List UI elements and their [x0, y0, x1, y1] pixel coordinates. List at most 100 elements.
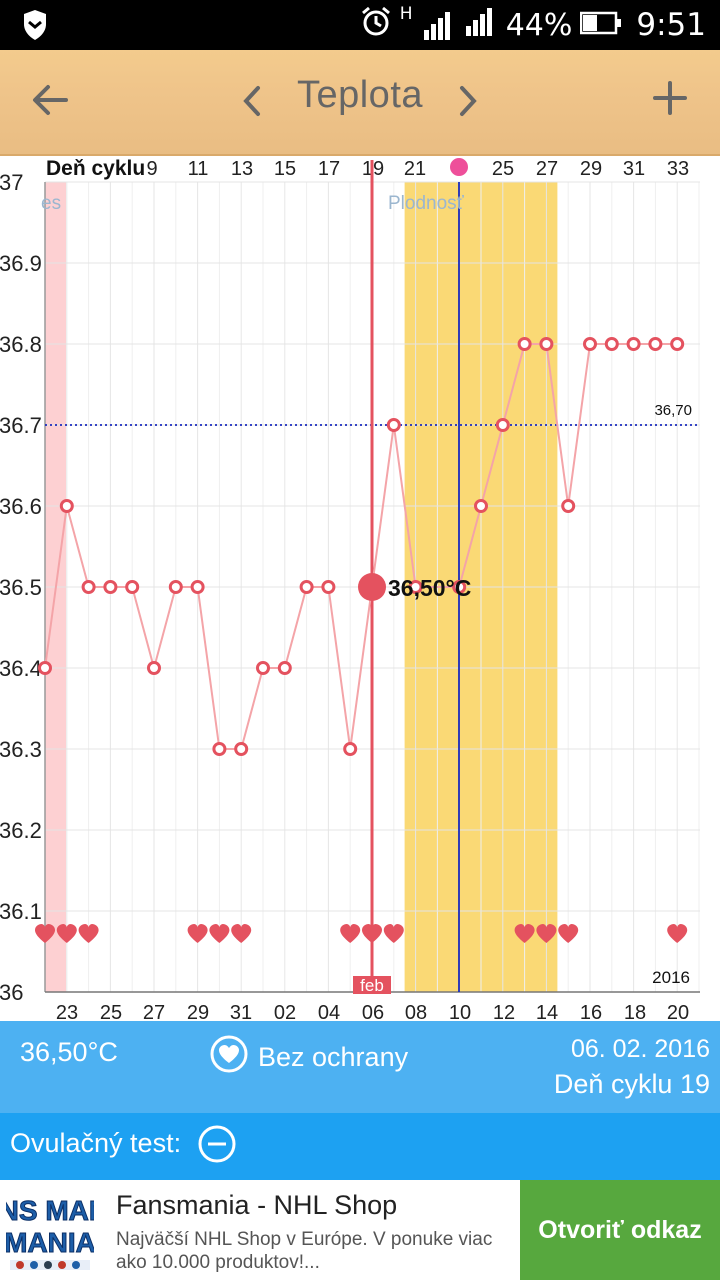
protection-label: Bez ochrany — [258, 1042, 409, 1072]
temperature-point[interactable] — [103, 580, 118, 594]
temperature-point[interactable] — [277, 661, 292, 675]
temperature-point[interactable] — [321, 580, 336, 594]
heart-icon — [187, 924, 208, 943]
clock: 9:51 — [636, 7, 706, 43]
top-tick-label: 21 — [404, 158, 426, 180]
temperature-point[interactable] — [125, 580, 140, 594]
top-tick-label: 29 — [580, 158, 602, 180]
y-tick-label: 37 — [0, 170, 23, 195]
top-tick-label: 27 — [536, 158, 558, 180]
top-tick-label: 33 — [667, 158, 689, 180]
ad-title[interactable]: Fansmania - NHL Shop — [116, 1190, 398, 1220]
temperature-point[interactable] — [299, 580, 314, 594]
back-button[interactable] — [30, 80, 70, 125]
y-tick-label: 36.6 — [0, 494, 42, 519]
top-tick-label: 25 — [492, 158, 514, 180]
heart-icon — [536, 924, 557, 943]
temperature-point[interactable] — [408, 580, 423, 594]
y-tick-label: 36.4 — [0, 656, 42, 681]
status-bar: H 44% 9:51 — [0, 0, 720, 50]
temperature-point[interactable] — [190, 580, 205, 594]
temperature-point[interactable] — [648, 337, 663, 351]
bottom-tick-label: 12 — [493, 1002, 515, 1021]
bottom-tick-label: 23 — [56, 1002, 78, 1021]
heart-icon — [667, 924, 688, 943]
open-link-button[interactable]: Otvoriť odkaz — [520, 1180, 720, 1280]
svg-text:MANIA: MANIA — [6, 1227, 94, 1258]
top-tick-label: 17 — [318, 158, 340, 180]
temperature-point[interactable] — [38, 661, 52, 675]
heart-icon — [383, 924, 404, 943]
ovulation-test-bar: Ovulačný test: — [0, 1113, 720, 1180]
period-label: es — [41, 193, 61, 214]
bottom-tick-label: 08 — [405, 1002, 427, 1021]
temperature-point[interactable] — [670, 337, 685, 351]
year-label: 2016 — [652, 968, 690, 987]
temperature-point[interactable] — [583, 337, 597, 351]
previous-chevron-icon[interactable] — [240, 84, 264, 123]
coverline-label: 36,70 — [654, 402, 692, 419]
bottom-tick-label: 18 — [624, 1002, 646, 1021]
temperature-point[interactable] — [517, 337, 532, 351]
shield-icon — [22, 10, 48, 45]
temperature-point[interactable] — [256, 661, 270, 675]
top-tick-label: 15 — [274, 158, 296, 180]
add-button[interactable] — [652, 80, 688, 121]
cycle-day: Deň cyklu 19 — [553, 1069, 710, 1099]
ad-banner[interactable]: FANS MANIA MANIA Fansmania - NHL Shop Na… — [0, 1180, 720, 1280]
page-title: Teplota — [296, 74, 424, 116]
signal-icon: H — [400, 4, 456, 40]
y-tick-label: 36.2 — [0, 818, 42, 843]
temperature-point[interactable] — [212, 742, 227, 756]
bottom-tick-label: 29 — [187, 1002, 209, 1021]
temperature-point[interactable] — [59, 499, 74, 513]
temperature-point[interactable] — [386, 418, 401, 432]
bottom-tick-label: 06 — [362, 1002, 384, 1021]
temperature-point[interactable] — [604, 337, 619, 351]
temperature-point[interactable] — [626, 337, 641, 351]
bottom-tick-label: 16 — [580, 1002, 602, 1021]
bottom-tick-label: 14 — [536, 1002, 558, 1021]
heart-icon — [362, 924, 382, 943]
day-info-bar[interactable]: 36,50°C Bez ochrany 06. 02. 2016 Deň cyk… — [0, 1021, 720, 1113]
temperature-point[interactable] — [452, 580, 467, 594]
next-chevron-icon[interactable] — [456, 84, 480, 123]
ovulation-marker-icon — [448, 156, 470, 178]
selected-temperature: 36,50°C — [20, 1037, 118, 1067]
protection-status[interactable]: Bez ochrany — [210, 1035, 408, 1080]
cycle-day-axis-label: Deň cyklu — [46, 157, 145, 180]
heart-icon — [340, 924, 361, 943]
temperature-point[interactable] — [495, 418, 510, 432]
temperature-point[interactable] — [539, 337, 554, 351]
temperature-point[interactable] — [168, 580, 183, 594]
temperature-point[interactable] — [474, 499, 488, 513]
top-tick-label: 13 — [231, 158, 253, 180]
battery-percent: 44% — [505, 7, 573, 43]
temperature-point[interactable] — [343, 742, 358, 756]
bottom-tick-label: 25 — [100, 1002, 122, 1021]
temperature-point[interactable] — [81, 580, 96, 594]
bottom-tick-label: 04 — [318, 1002, 340, 1021]
y-tick-label: 36.8 — [0, 332, 42, 357]
heart-icon — [78, 924, 99, 943]
y-tick-label: 36.3 — [0, 737, 42, 762]
bottom-tick-label: 27 — [143, 1002, 165, 1021]
top-tick-label: 11 — [188, 158, 209, 180]
heart-icon — [35, 924, 55, 943]
y-tick-label: 36.5 — [0, 575, 42, 600]
top-tick-label: 9 — [146, 158, 157, 180]
bottom-tick-label: 02 — [274, 1002, 296, 1021]
fansmania-logo: FANS MANIA MANIA — [0, 1186, 138, 1274]
top-tick-label: 31 — [623, 158, 645, 180]
ovulation-test-label: Ovulačný test: — [10, 1128, 182, 1158]
temperature-point[interactable] — [561, 499, 576, 513]
bottom-tick-label: 31 — [230, 1002, 252, 1021]
selected-temperature-point[interactable] — [358, 573, 386, 601]
battery-icon — [580, 8, 622, 43]
temperature-chart[interactable]: Deň cyklu91113151719212527293133 3736.93… — [0, 154, 720, 1021]
temperature-point[interactable] — [234, 742, 249, 756]
heart-icon — [231, 924, 252, 943]
minus-circle-icon[interactable] — [198, 1125, 236, 1168]
alarm-icon — [360, 5, 392, 45]
temperature-point[interactable] — [147, 661, 161, 675]
